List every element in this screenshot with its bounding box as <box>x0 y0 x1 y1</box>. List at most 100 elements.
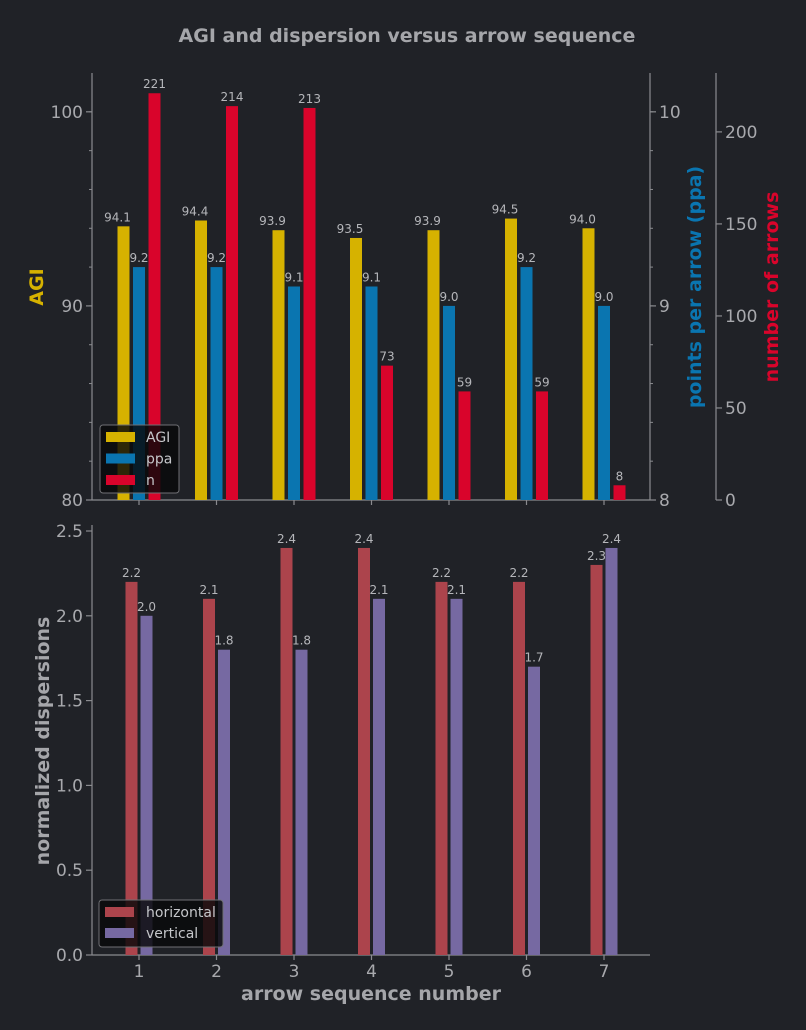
n-value-label: 213 <box>298 92 321 106</box>
legend-label-AGI: AGI <box>146 430 170 446</box>
legend-swatch-n <box>106 475 135 485</box>
n-bar <box>226 106 238 501</box>
legend-label-n: n <box>146 473 155 489</box>
vertical-bar <box>295 649 308 955</box>
vertical-bar <box>450 598 463 955</box>
horizontal-bar <box>358 547 370 955</box>
ppa-bar <box>520 267 533 500</box>
x-axis-title: arrow sequence number <box>241 983 502 1005</box>
AGI-bar <box>195 220 207 500</box>
ppa-bar <box>598 305 610 500</box>
bottom-y-tick-label: 0.5 <box>56 861 83 881</box>
bottom-legend: horizontal vertical <box>98 899 224 948</box>
bottom-y-tick-label: 0.0 <box>56 946 83 966</box>
vertical-value-label: 2.1 <box>369 583 388 597</box>
horizontal-bar <box>590 564 603 955</box>
bottom-x-tick-label: 2 <box>211 962 222 982</box>
n-bar <box>458 391 471 500</box>
n-value-label: 221 <box>143 77 166 91</box>
AGI-value-label: 94.0 <box>569 212 596 226</box>
horizontal-value-label: 2.2 <box>122 566 141 580</box>
legend-swatch-vertical <box>105 928 134 938</box>
ppa-tick-label: 10 <box>659 103 681 123</box>
AGI-value-label: 94.5 <box>492 203 519 217</box>
left-tick-label: 80 <box>61 491 83 511</box>
n-value-label: 214 <box>221 90 244 104</box>
vertical-value-label: 1.7 <box>524 651 543 665</box>
vertical-value-label: 2.4 <box>602 532 621 546</box>
bottom-x-tick-label: 7 <box>599 962 610 982</box>
AGI-bar <box>582 228 595 501</box>
n-tick-label: 150 <box>725 215 757 235</box>
left-axis-title: AGI <box>26 268 48 305</box>
n-bar <box>303 107 316 501</box>
ppa-bar <box>365 286 378 500</box>
AGI-bar <box>350 237 362 500</box>
vertical-value-label: 2.1 <box>447 583 466 597</box>
n-tick-label: 100 <box>725 307 757 327</box>
bottom-x-tick-label: 3 <box>289 962 300 982</box>
legend-swatch-AGI <box>106 432 135 442</box>
ppa-bar <box>443 305 455 500</box>
ppa-tick-label: 9 <box>659 297 670 317</box>
ppa-value-label: 9.0 <box>439 290 458 304</box>
bottom-x-tick-label: 1 <box>134 962 145 982</box>
bottom-y-tick-label: 2.5 <box>56 522 83 542</box>
legend-label-ppa: ppa <box>146 452 172 468</box>
n-value-label: 59 <box>457 375 472 389</box>
horizontal-value-label: 2.4 <box>354 532 373 546</box>
AGI-value-label: 93.9 <box>259 214 286 228</box>
chart-title: AGI and dispersion versus arrow sequence <box>179 25 636 47</box>
AGI-bar <box>427 230 440 501</box>
n-value-label: 59 <box>534 375 549 389</box>
top-legend: AGI ppa n <box>99 424 180 494</box>
bottom-plot: 0.0 0.5 1.0 1.5 2.0 2.5 1 2 3 4 5 6 7 arrow sequence … <box>32 522 650 1005</box>
AGI-value-label: 93.9 <box>414 214 441 228</box>
AGI-value-label: 93.5 <box>337 222 364 236</box>
bottom-x-tick-label: 4 <box>366 962 377 982</box>
AGI-bar <box>272 230 285 501</box>
vertical-bar <box>373 598 385 955</box>
n-value-label: 8 <box>616 469 624 483</box>
ppa-bar <box>210 267 223 500</box>
vertical-bar <box>528 666 540 955</box>
bottom-y-tick-label: 1.5 <box>56 692 83 712</box>
n-bar <box>381 365 393 500</box>
ppa-bar <box>288 286 300 500</box>
vertical-value-label: 1.8 <box>292 634 311 648</box>
AGI-value-label: 94.4 <box>182 205 209 219</box>
horizontal-bar <box>435 581 448 955</box>
n-tick-label: 0 <box>725 491 736 511</box>
ppa-axis-title: points per arrow (ppa) <box>684 166 706 408</box>
horizontal-bar <box>203 598 215 955</box>
vertical-bar <box>605 547 618 955</box>
horizontal-bar <box>280 547 293 955</box>
n-value-label: 73 <box>379 350 394 364</box>
ppa-value-label: 9.1 <box>362 271 381 285</box>
ppa-value-label: 9.1 <box>284 271 303 285</box>
bottom-y-tick-label: 1.0 <box>56 776 83 796</box>
ppa-value-label: 9.2 <box>517 251 536 265</box>
ppa-value-label: 9.0 <box>594 290 613 304</box>
horizontal-value-label: 2.2 <box>432 566 451 580</box>
n-tick-label: 50 <box>725 399 747 419</box>
vertical-bar <box>140 615 153 955</box>
left-tick-label: 90 <box>61 297 83 317</box>
ppa-value-label: 9.2 <box>129 251 148 265</box>
horizontal-value-label: 2.3 <box>587 549 606 563</box>
legend-label-horizontal: horizontal <box>146 905 216 921</box>
legend-label-vertical: vertical <box>146 926 198 942</box>
horizontal-bar <box>513 581 525 955</box>
bottom-x-tick-label: 6 <box>521 962 532 982</box>
vertical-value-label: 1.8 <box>214 634 233 648</box>
n-bar <box>148 93 161 500</box>
n-tick-label: 200 <box>725 123 757 143</box>
vertical-value-label: 2.0 <box>137 600 156 614</box>
horizontal-value-label: 2.2 <box>509 566 528 580</box>
horizontal-value-label: 2.4 <box>277 532 296 546</box>
horizontal-value-label: 2.1 <box>199 583 218 597</box>
vertical-bar <box>218 649 230 955</box>
n-bar <box>536 391 548 500</box>
horizontal-bar <box>125 581 138 955</box>
